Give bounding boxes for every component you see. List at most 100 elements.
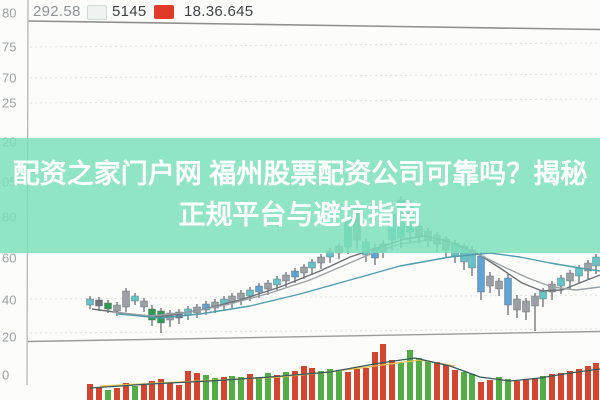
axis-tick-label: 80 [2,5,17,21]
volume-pane-border [27,330,600,343]
volume-bar [167,383,173,400]
volume-bar [132,386,138,400]
candle-body [175,311,183,319]
volume-bar [345,372,351,400]
volume-bar [318,371,324,400]
volume-bar [185,371,191,400]
candle-body [513,298,521,311]
candle-body [273,278,281,286]
volume-bar [123,383,129,400]
candle-body [86,298,94,306]
volume-bar [301,366,307,400]
candle-body [291,270,299,278]
candle-body [264,282,272,290]
candle-body [148,308,156,321]
volume-bar [203,375,209,400]
last-price-value: 292.58 [33,3,81,20]
candle-body [539,290,547,300]
price-ma-line [117,252,600,319]
volume-bar [567,371,573,400]
gridline [29,294,600,300]
volume-bar [372,352,378,400]
gridline [29,98,600,104]
volume-bar [425,361,431,400]
legend-value-1: 5145 [112,3,147,20]
candle-body [104,302,112,310]
volume-bar [585,366,591,400]
volume-bar [505,379,511,400]
volume-bar [452,370,458,400]
candle-body [504,277,512,306]
volume-bar [389,360,395,400]
volume-bar [593,363,599,400]
volume-bar [176,385,182,400]
axis-tick-label: 25 [2,95,17,111]
title-banner: 配资之家门户网 福州股票配资公司可靠吗？揭秘 正规平台与避坑指南 [0,138,600,253]
volume-bar [416,358,422,400]
volume-bar [398,363,404,400]
volume-bar [380,344,386,400]
volume-bar [212,378,218,400]
volume-bar [576,369,582,400]
axis-tick-label: 0 [2,367,10,383]
volume-bar [114,388,120,400]
volume-bar [487,380,493,400]
volume-bar [558,373,564,400]
volume-bar [105,390,111,400]
candle-body [566,272,574,282]
candle-body [282,274,290,282]
candle-body [486,275,494,287]
volume-bar [327,369,333,400]
candle-body [522,300,530,313]
headline-line-1: 配资之家门户网 福州股票配资公司可靠吗？揭秘 [12,159,588,190]
volume-bar [443,365,449,400]
gridline [29,328,600,334]
candle-body [113,304,121,312]
volume-bar [256,377,262,400]
volume-bar [229,376,235,400]
volume-bar [292,371,298,400]
volume-bar [158,379,164,400]
candle-body [592,256,600,267]
volume-bar [478,382,484,400]
candle-body [300,266,308,274]
volume-bar [532,378,538,400]
gridline [29,42,600,48]
volume-bar [496,377,502,400]
axis-tick-label: 75 [2,39,17,55]
volume-bar [221,377,227,400]
headline-line-2: 正规平台与避坑指南 [178,200,422,230]
volume-bar [461,372,467,400]
volume-bar [540,376,546,400]
candle-body [477,255,485,293]
candle-body [237,292,245,300]
candle-body [140,300,148,308]
candle-body [317,256,325,264]
volume-bar [407,350,413,400]
volume-bar [274,375,280,400]
volume-bar [549,374,555,400]
candle-body [131,295,139,302]
series-swatch-icon [87,5,107,20]
candle-body [246,289,254,297]
candle-body [95,299,103,307]
legend-value-2: 18.36.645 [184,3,254,20]
volume-bar [238,377,244,400]
volume-bar [514,381,520,400]
volume-bar [363,368,369,400]
volume-bar [434,362,440,400]
axis-tick-label: 20 [2,329,17,345]
volume-bar [336,370,342,400]
series-swatch-icon [154,5,174,19]
axis-tick-label: 40 [2,292,17,308]
volume-bar [87,384,93,400]
candle-body [122,290,130,308]
volume-bar [141,384,147,400]
candle-body [531,295,539,307]
axis-tick-label: 60 [2,250,17,266]
chart-top-border [27,20,600,31]
volume-bar [149,381,155,400]
volume-bar [354,369,360,400]
candle-body [495,280,503,290]
